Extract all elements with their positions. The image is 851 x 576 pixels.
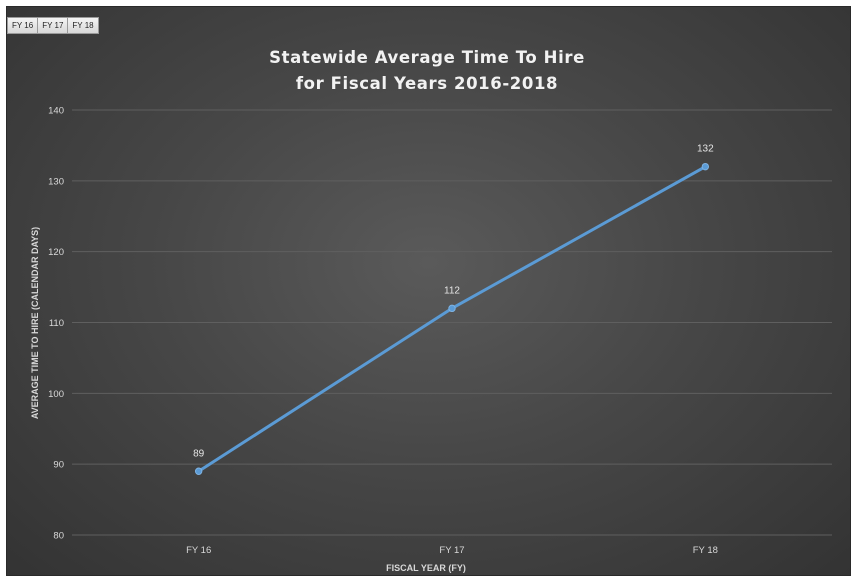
x-axis-title: FISCAL YEAR (FY) <box>386 563 466 573</box>
x-axis-ticks: FY 16 FY 17 FY 18 <box>186 545 718 556</box>
y-tick-label: 130 <box>48 176 64 187</box>
x-tick-label: FY 17 <box>439 545 464 556</box>
data-point[interactable] <box>448 304 456 313</box>
data-label: 132 <box>697 144 714 155</box>
y-tick-label: 90 <box>53 460 64 471</box>
gridlines <box>72 109 832 536</box>
data-label: 89 <box>193 448 205 459</box>
chart-area <box>6 6 851 576</box>
y-axis-ticks: 80 90 100 110 120 130 140 <box>48 106 64 542</box>
y-axis-title: AVERAGE TIME TO HIRE (CALENDAR DAYS) <box>30 227 40 419</box>
y-tick-label: 140 <box>48 106 64 117</box>
x-tick-label: FY 16 <box>186 545 211 556</box>
x-tick-label: FY 18 <box>693 545 718 556</box>
filter-fy18-button[interactable]: FY 18 <box>67 17 99 34</box>
data-label: 112 <box>444 285 460 296</box>
series-layer: 89 112 132 <box>193 144 714 475</box>
filter-fy16-button[interactable]: FY 16 <box>7 17 39 34</box>
series-line <box>197 165 707 473</box>
data-point[interactable] <box>194 467 203 475</box>
chart-title-line-1: Statewide Average Time To Hire <box>269 48 585 67</box>
filter-bar: FY 16 FY 17 FY 18 <box>7 17 99 34</box>
y-tick-label: 80 <box>53 531 64 542</box>
y-tick-label: 100 <box>48 389 64 400</box>
data-point[interactable] <box>701 162 710 171</box>
y-tick-label: 120 <box>48 247 64 258</box>
filter-fy17-button[interactable]: FY 17 <box>37 17 69 34</box>
chart-title-line-2: for Fiscal Years 2016-2018 <box>296 74 558 93</box>
y-tick-label: 110 <box>49 318 64 329</box>
